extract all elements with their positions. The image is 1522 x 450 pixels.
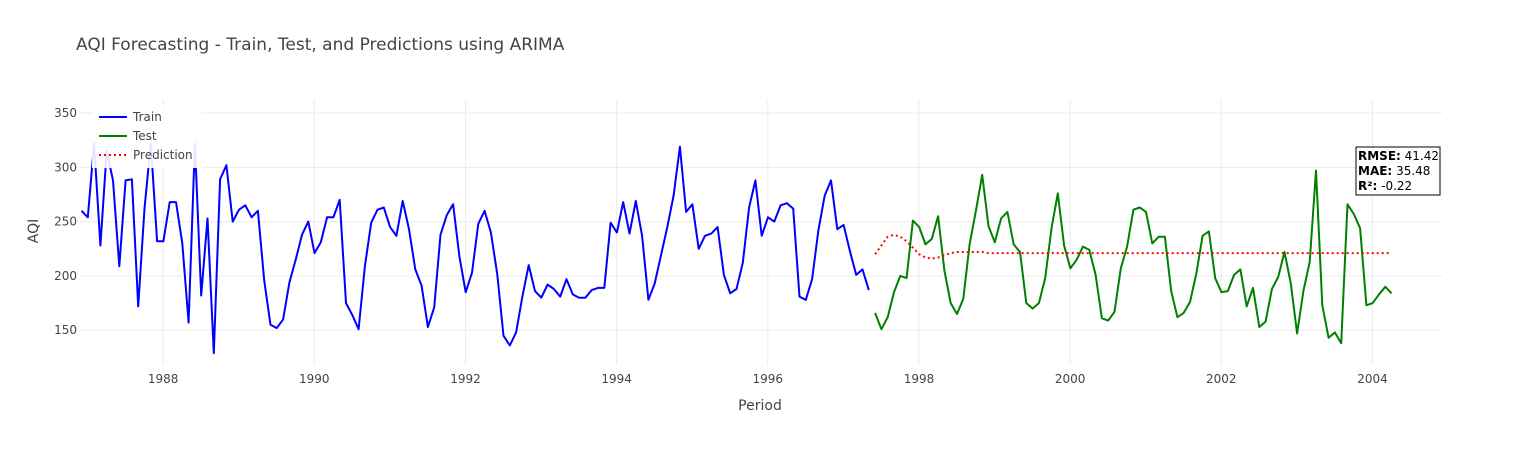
y-tick-label: 150 xyxy=(54,323,77,337)
x-tick-label: 2004 xyxy=(1357,372,1388,386)
x-tick-label: 1992 xyxy=(450,372,481,386)
legend[interactable]: Train Test Prediction xyxy=(92,106,202,168)
y-axis: 150 200 250 300 350 xyxy=(54,106,77,337)
y-tick-label: 300 xyxy=(54,160,77,174)
y-tick-label: 350 xyxy=(54,106,77,120)
legend-label-train[interactable]: Train xyxy=(132,110,162,124)
x-tick-label: 1996 xyxy=(753,372,784,386)
x-tick-label: 1988 xyxy=(148,372,179,386)
y-axis-title: AQI xyxy=(26,219,42,243)
r2-line: R²: -0.22 xyxy=(1358,179,1412,193)
series-line-prediction[interactable] xyxy=(874,233,1392,260)
mae-line: MAE: 35.48 xyxy=(1358,164,1430,178)
r2-label: R²: xyxy=(1358,179,1377,193)
x-tick-label: 2000 xyxy=(1055,372,1086,386)
rmse-line: RMSE: 41.42 xyxy=(1358,149,1439,163)
rmse-value: 41.42 xyxy=(1405,149,1439,163)
x-axis-title: Period xyxy=(738,398,782,414)
metrics-box xyxy=(1355,146,1441,196)
x-tick-label: 2002 xyxy=(1206,372,1237,386)
chart-title: AQI Forecasting - Train, Test, and Predi… xyxy=(76,35,565,55)
y-tick-label: 200 xyxy=(54,269,77,283)
grid xyxy=(80,100,1442,365)
mae-value: 35.48 xyxy=(1396,164,1430,178)
x-tick-label: 1994 xyxy=(601,372,632,386)
legend-label-test[interactable]: Test xyxy=(132,129,157,143)
series-line-train[interactable] xyxy=(80,142,870,355)
y-tick-label: 250 xyxy=(54,215,77,229)
metrics-annotation: RMSE: 41.42 MAE: 35.48 R²: -0.22 xyxy=(1355,146,1441,196)
x-axis: 1988 1990 1992 1994 1996 1998 2000 2002 2004 xyxy=(148,372,1388,386)
series-line-test[interactable] xyxy=(874,169,1393,345)
r2-value: -0.22 xyxy=(1381,179,1412,193)
mae-label: MAE: xyxy=(1358,164,1392,178)
rmse-label: RMSE: xyxy=(1358,149,1401,163)
x-tick-label: 1998 xyxy=(904,372,935,386)
legend-label-prediction[interactable]: Prediction xyxy=(133,148,193,162)
plot-area xyxy=(80,142,1393,355)
x-tick-label: 1990 xyxy=(299,372,330,386)
